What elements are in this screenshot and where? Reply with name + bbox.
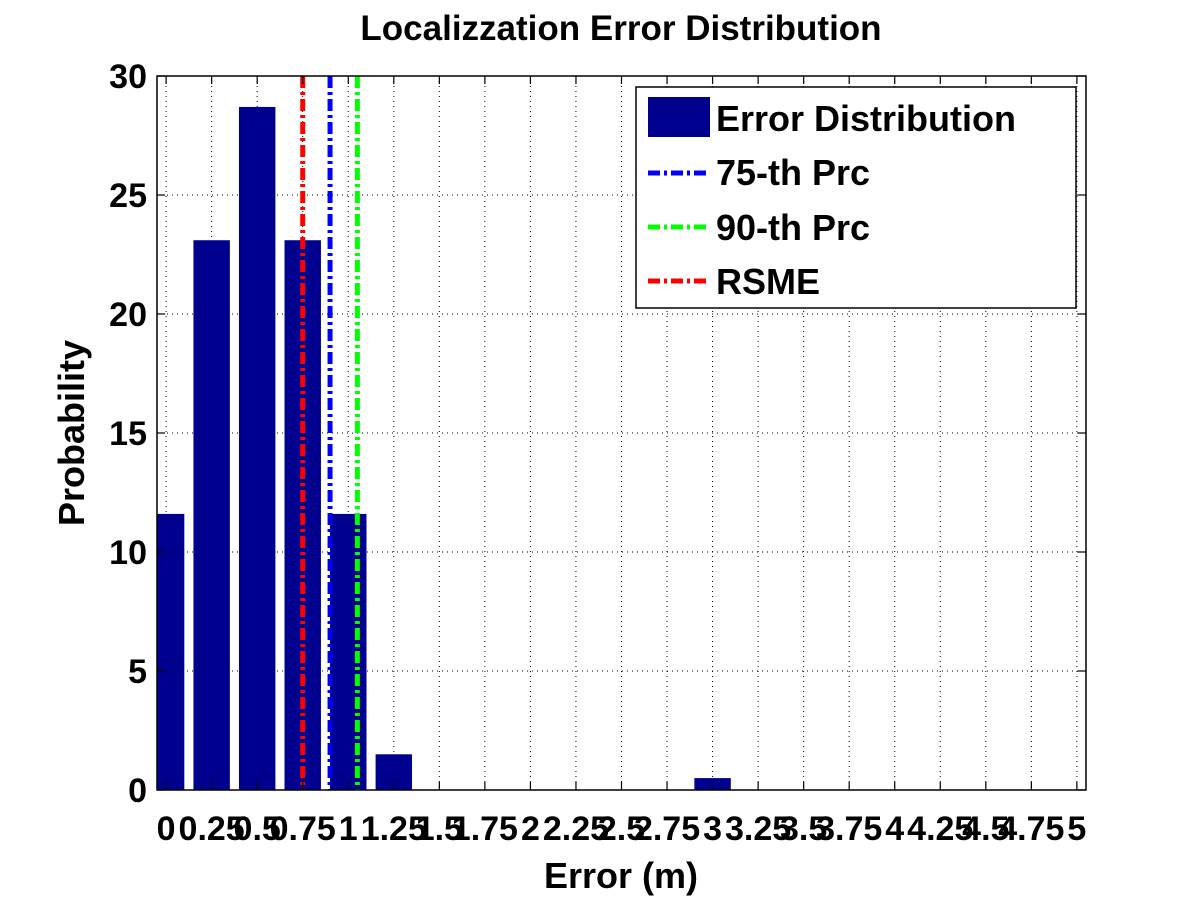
legend-swatch-bars [648,97,710,137]
x-tick-label: 3.5 [780,810,827,848]
y-axis-label: Probability [51,340,92,526]
x-tick-label: 0.75 [270,810,336,848]
y-tick-label: 0 [128,772,147,810]
x-tick-label: 3 [703,810,722,848]
reference-lines [300,76,360,790]
legend-label-75th: 75-th Prc [716,152,870,193]
x-tick-label: 1 [339,810,358,848]
bar [330,513,367,790]
x-tick-label: 0.25 [179,810,245,848]
x-tick-label: 2.75 [634,810,700,848]
x-tick-label: 3.25 [725,810,791,848]
legend-label-90th: 90-th Prc [716,207,870,248]
y-tick-label: 30 [109,58,147,96]
legend-label-rsme: RSME [716,261,820,302]
chart-title: Localizzation Error Distribution [360,9,881,48]
x-tick-label: 4.5 [962,810,1009,848]
bar [157,513,185,790]
x-tick-label: 4.75 [998,810,1064,848]
x-tick-label: 2.25 [543,810,609,848]
bars [157,106,731,791]
x-axis-label: Error (m) [544,855,698,896]
x-axis-ticks: 0 0.250.50.75 1 1.251.51.75 2 2.252.52.75 3 3.2… [157,76,1086,848]
y-tick-label: 10 [109,534,147,572]
y-tick-label: 5 [128,653,147,691]
legend-label-error-distribution: Error Distribution [716,98,1016,139]
y-axis-ticks: 0 5 10 15 20 25 30 [109,58,1086,810]
x-tick-label: 2.5 [598,810,645,848]
x-tick-label: 1.75 [452,810,518,848]
x-tick-label: 4.25 [907,810,973,848]
x-tick-label: 1.25 [361,810,427,848]
x-tick-label: 3.75 [816,810,882,848]
y-tick-label: 15 [109,415,147,453]
x-tick-label: 0 [157,810,176,848]
y-tick-label: 20 [109,296,147,334]
x-tick-label: 5 [1067,810,1086,848]
y-tick-label: 25 [109,177,147,215]
x-tick-label: 4 [885,810,904,848]
x-tick-label: 0.5 [234,810,281,848]
bar [238,106,276,790]
legend: Error Distribution 75-th Prc 90-th Prc R… [635,86,1077,309]
x-tick-label: 2 [521,810,540,848]
bar [193,240,230,791]
x-tick-label: 1.5 [416,810,463,848]
